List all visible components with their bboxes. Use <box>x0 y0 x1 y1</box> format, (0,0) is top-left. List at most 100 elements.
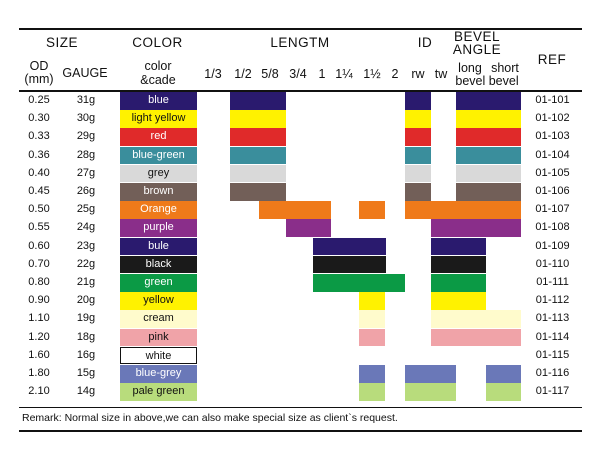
od-value: 0.80 <box>28 276 50 288</box>
ref-value: 01-117 <box>535 385 570 398</box>
header-od-line1: OD <box>29 59 49 73</box>
header-length-7: 1½ <box>363 67 381 81</box>
gauge-value: 29g <box>76 130 96 143</box>
color-swatch: light yellow <box>120 110 197 128</box>
header-size: SIZE <box>45 35 78 50</box>
gauge-value: 20g <box>76 294 96 307</box>
length-band <box>359 365 385 383</box>
od-value: 0.36 <box>28 148 50 161</box>
color-swatch: brown <box>120 183 197 201</box>
color-swatch: blue-grey <box>120 365 197 383</box>
ref-value: 01-102 <box>535 112 570 125</box>
header-length: LENGTM <box>270 35 330 50</box>
color-swatch: pale green <box>120 383 197 401</box>
gauge-value: 25g <box>76 203 96 216</box>
length-band <box>230 110 286 128</box>
ref-value: 01-111 <box>536 276 569 288</box>
header-length-5: 1 <box>318 67 326 81</box>
od-value: 1.10 <box>28 312 50 325</box>
gauge-value: 22g <box>76 257 96 270</box>
length-band <box>486 383 521 401</box>
length-band <box>431 365 456 383</box>
od-value: 0.40 <box>28 166 50 179</box>
color-swatch: pink <box>120 328 197 347</box>
od-value: 1.60 <box>28 348 50 361</box>
length-band <box>313 274 405 292</box>
color-swatch: blue-green <box>120 146 197 165</box>
length-band <box>313 237 386 256</box>
od-value: 0.45 <box>28 185 50 197</box>
gauge-value: 16g <box>76 348 96 361</box>
header-id-tw: tw <box>434 67 448 81</box>
length-band <box>456 164 521 183</box>
length-band <box>456 128 521 147</box>
gauge-value: 26g <box>76 185 96 197</box>
gauge-value: 28g <box>76 148 96 161</box>
gauge-value: 24g <box>76 221 96 234</box>
length-band <box>405 201 521 219</box>
length-band <box>405 128 431 147</box>
header-length-2: 1/2 <box>234 67 252 81</box>
ref-value: 01-105 <box>535 166 570 179</box>
ref-value: 01-107 <box>535 203 570 216</box>
remark-text: Remark: Normal size in above,we can also… <box>22 412 398 424</box>
length-band <box>259 201 331 219</box>
header-id: ID <box>417 35 433 50</box>
color-swatch: black <box>120 255 197 274</box>
length-band <box>359 201 385 219</box>
length-band <box>405 365 431 383</box>
header-bevel-short: short <box>491 61 519 75</box>
ref-value: 01-112 <box>535 294 570 307</box>
ref-value: 01-108 <box>535 221 570 234</box>
top-rule <box>19 28 582 30</box>
header-ref: REF <box>537 52 567 67</box>
ref-value: 01-104 <box>535 148 570 161</box>
length-band <box>456 110 521 128</box>
gauge-value: 18g <box>76 330 96 343</box>
color-swatch: blue <box>120 92 197 110</box>
length-band <box>431 255 486 274</box>
gauge-value: 23g <box>76 239 96 252</box>
length-band <box>359 328 385 347</box>
od-value: 0.70 <box>28 257 50 270</box>
header-od-line2: (mm) <box>24 72 54 86</box>
od-value: 0.30 <box>28 112 50 125</box>
ref-value: 01-106 <box>535 185 570 197</box>
header-rule <box>19 90 582 92</box>
gauge-value: 30g <box>76 112 96 125</box>
gauge-value: 14g <box>76 385 96 398</box>
remark-rule <box>19 407 582 408</box>
ref-value: 01-113 <box>535 312 570 325</box>
od-value: 0.33 <box>28 130 50 143</box>
length-band <box>456 146 521 165</box>
gauge-value: 31g <box>76 94 96 106</box>
length-band <box>405 164 431 183</box>
header-length-3: 5/8 <box>261 67 279 81</box>
header-bevel-long: long <box>458 61 482 75</box>
length-band <box>359 310 385 329</box>
length-band <box>405 92 431 110</box>
od-value: 0.50 <box>28 203 50 216</box>
length-band <box>456 92 521 110</box>
ref-value: 01-116 <box>535 367 570 379</box>
length-band <box>431 328 521 347</box>
header-length-6: 1¼ <box>335 67 353 81</box>
od-value: 0.55 <box>28 221 50 234</box>
ref-value: 01-103 <box>535 130 570 143</box>
color-swatch: grey <box>120 164 197 183</box>
length-band <box>431 237 486 256</box>
color-swatch: cream <box>120 310 197 329</box>
length-band <box>431 310 521 329</box>
length-band <box>456 183 521 201</box>
color-swatch: Orange <box>120 201 197 219</box>
od-value: 1.20 <box>28 330 50 343</box>
header-length-1: 1/3 <box>204 67 222 81</box>
length-band <box>405 383 431 401</box>
ref-value: 01-101 <box>535 94 570 106</box>
length-band <box>405 110 431 128</box>
gauge-value: 19g <box>76 312 96 325</box>
header-bevel-line2: ANGLE <box>452 42 502 57</box>
length-band <box>313 255 386 274</box>
length-band <box>230 164 286 183</box>
length-band <box>431 383 456 401</box>
